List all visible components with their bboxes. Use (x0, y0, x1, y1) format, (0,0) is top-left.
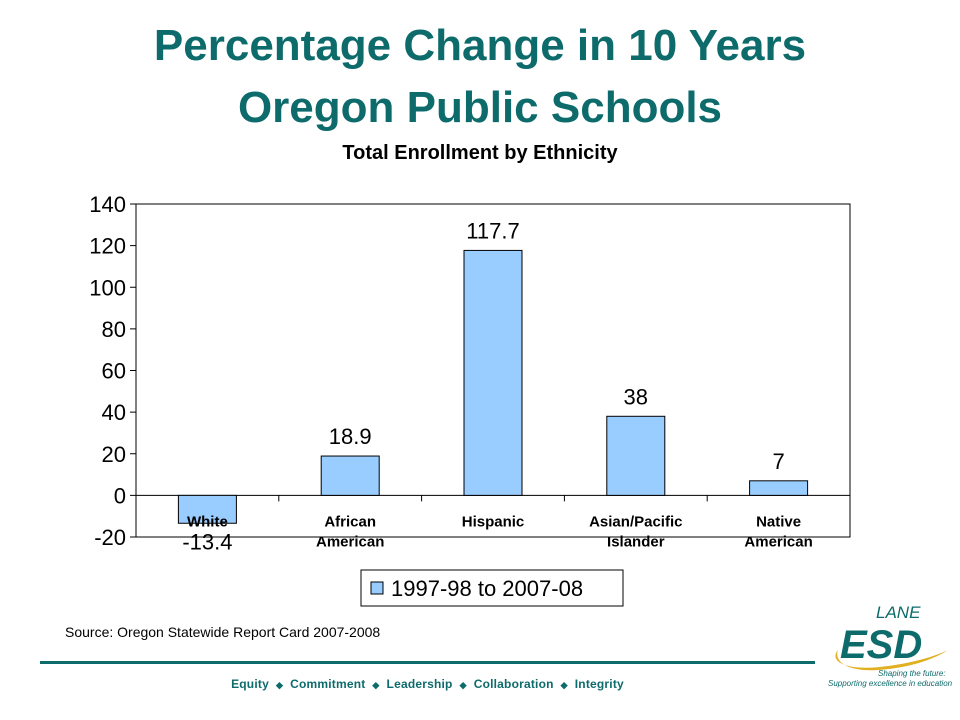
value-separator-icon: ◆ (275, 680, 284, 690)
x-category-label: Hispanic (462, 513, 525, 530)
source-note: Source: Oregon Statewide Report Card 200… (65, 624, 381, 640)
y-tick-label: 80 (102, 317, 126, 342)
x-category-label: Asian/Pacific (589, 513, 682, 530)
chart-title: Total Enrollment by Ethnicity (342, 142, 618, 164)
x-category-label: African (324, 513, 376, 530)
y-tick-label: 100 (89, 275, 126, 300)
bar (463, 249, 523, 496)
value-separator-icon: ◆ (372, 680, 380, 690)
value-separator-icon: ◆ (560, 680, 568, 690)
value-commitment: Commitment (290, 677, 366, 691)
y-tick-label: 60 (102, 359, 126, 384)
y-tick-label: 140 (89, 192, 126, 217)
bar (177, 494, 237, 524)
legend-label: 1997-98 to 2007-08 (391, 576, 583, 601)
value-equity: Equity (231, 677, 269, 691)
y-tick-label: 120 (89, 234, 126, 259)
data-label: 117.7 (466, 218, 519, 243)
x-category-label: American (316, 533, 384, 550)
value-collaboration: Collaboration (473, 677, 554, 691)
values-footer: Equity ◆ Commitment ◆ Leadership ◆ Collaborati… (40, 677, 815, 691)
logo-mark: ESD (840, 623, 922, 667)
value-separator-icon: ◆ (459, 680, 467, 690)
legend-swatch (370, 581, 384, 595)
logo-swoosh-icon (835, 650, 948, 671)
value-integrity: Integrity (574, 677, 624, 691)
bar (320, 455, 380, 496)
y-tick-label: 0 (114, 483, 126, 508)
x-category-label: Islander (607, 533, 665, 550)
bar (749, 480, 809, 496)
y-tick-label: 20 (102, 442, 126, 467)
data-label: -13.4 (182, 529, 232, 554)
logo-name: LANE (876, 603, 921, 622)
slide-title-line1: Percentage Change in 10 Years (153, 21, 807, 70)
y-tick-label: -20 (94, 525, 126, 550)
lane-esd-logo: LANE ESD Shaping the future: Supporting … (828, 603, 953, 688)
x-category-label: White (187, 513, 228, 530)
data-label: 38 (624, 384, 648, 409)
footer-divider (40, 661, 815, 664)
x-category-label: American (744, 533, 812, 550)
logo-tagline1: Shaping the future: (878, 669, 946, 678)
legend-box (360, 569, 624, 607)
data-label: 7 (772, 449, 784, 474)
bar (606, 415, 666, 496)
slide-title-line2: Oregon Public Schools (237, 83, 723, 132)
logo-tagline2: Supporting excellence in education (828, 679, 953, 688)
y-tick-label: 40 (102, 400, 126, 425)
value-leadership: Leadership (386, 677, 453, 691)
x-category-label: Native (756, 513, 801, 530)
data-label: 18.9 (329, 424, 372, 449)
